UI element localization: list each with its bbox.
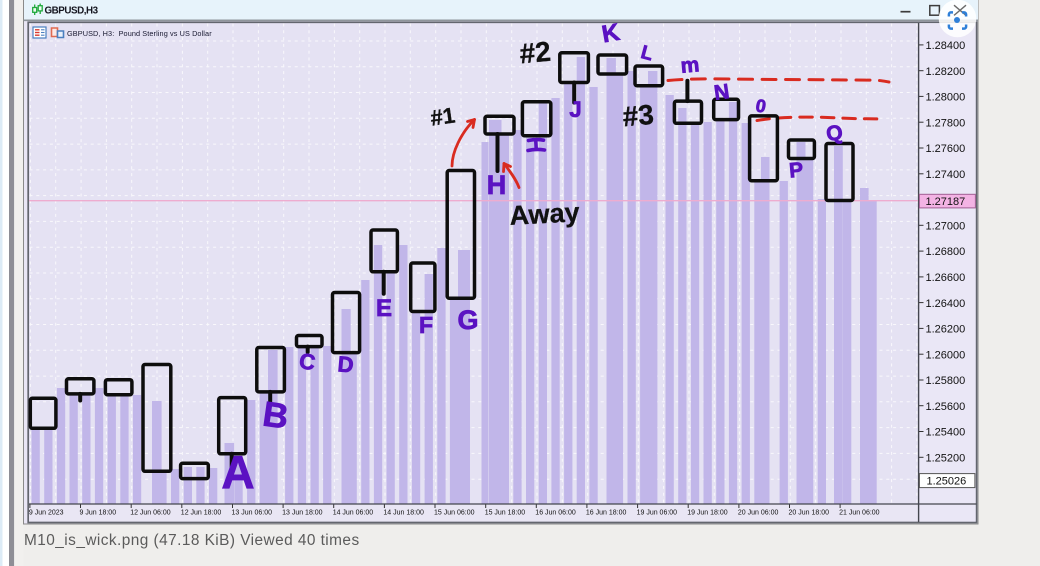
svg-text:20 Jun 06:00: 20 Jun 06:00 xyxy=(738,510,779,517)
svg-text:12 Jun 06:00: 12 Jun 06:00 xyxy=(130,510,171,517)
svg-text:F: F xyxy=(419,312,433,338)
svg-text:C: C xyxy=(297,348,317,375)
svg-text:1.25400: 1.25400 xyxy=(926,427,966,439)
svg-text:B: B xyxy=(260,395,290,437)
svg-text:13 Jun 06:00: 13 Jun 06:00 xyxy=(232,510,273,517)
svg-text:1.27187: 1.27187 xyxy=(926,196,966,208)
svg-text:1.27800: 1.27800 xyxy=(926,117,966,129)
svg-text:15 Jun 18:00: 15 Jun 18:00 xyxy=(485,510,526,517)
svg-text:M10_is_wick.png (47.18 KiB) Vi: M10_is_wick.png (47.18 KiB) Viewed 40 ti… xyxy=(24,532,360,549)
svg-text:Away: Away xyxy=(509,197,581,231)
svg-text:21 Jun 06:00: 21 Jun 06:00 xyxy=(839,510,880,517)
svg-text:A: A xyxy=(221,446,254,498)
svg-text:1.26400: 1.26400 xyxy=(926,298,966,310)
svg-text:9 Jun 18:00: 9 Jun 18:00 xyxy=(80,510,117,517)
svg-text:14 Jun 06:00: 14 Jun 06:00 xyxy=(333,510,374,517)
svg-text:GBPUSD, H3: Pound Sterling vs: GBPUSD, H3: Pound Sterling vs US Dollar xyxy=(67,29,212,38)
svg-text:K: K xyxy=(600,19,622,49)
svg-text:1.25200: 1.25200 xyxy=(926,452,966,464)
svg-text:D: D xyxy=(337,351,355,377)
svg-text:14 Jun 18:00: 14 Jun 18:00 xyxy=(383,510,424,517)
svg-text:#3: #3 xyxy=(621,99,655,133)
svg-text:Q: Q xyxy=(825,121,845,146)
svg-text:16 Jun 06:00: 16 Jun 06:00 xyxy=(535,510,576,517)
svg-text:P: P xyxy=(788,158,804,182)
svg-text:12 Jun 18:00: 12 Jun 18:00 xyxy=(181,510,222,517)
svg-text:1.25800: 1.25800 xyxy=(926,375,966,387)
svg-text:J: J xyxy=(569,97,581,122)
svg-text:1.25600: 1.25600 xyxy=(926,401,966,413)
svg-text:E: E xyxy=(376,295,392,322)
svg-text:1.25026: 1.25026 xyxy=(927,476,967,488)
svg-text:N: N xyxy=(713,80,731,105)
svg-text:1.26000: 1.26000 xyxy=(926,349,966,361)
svg-text:19 Jun 18:00: 19 Jun 18:00 xyxy=(687,510,728,517)
svg-text:1.27600: 1.27600 xyxy=(926,143,966,155)
svg-text:16 Jun 18:00: 16 Jun 18:00 xyxy=(586,510,627,517)
svg-text:#2: #2 xyxy=(518,36,552,70)
svg-text:H: H xyxy=(487,170,507,200)
svg-text:9 Jun 2023: 9 Jun 2023 xyxy=(29,510,64,517)
svg-text:m: m xyxy=(680,53,701,78)
svg-text:GBPUSD,H3: GBPUSD,H3 xyxy=(45,6,99,17)
svg-text:20 Jun 18:00: 20 Jun 18:00 xyxy=(789,510,830,517)
svg-text:1.27000: 1.27000 xyxy=(926,220,966,232)
svg-text:1.26600: 1.26600 xyxy=(926,272,966,284)
svg-text:13 Jun 18:00: 13 Jun 18:00 xyxy=(282,510,323,517)
svg-text:0: 0 xyxy=(754,95,767,116)
svg-text:G: G xyxy=(457,305,478,335)
svg-text:1.26800: 1.26800 xyxy=(926,246,966,258)
svg-text:1.28400: 1.28400 xyxy=(926,40,966,52)
svg-text:1.28200: 1.28200 xyxy=(926,66,966,78)
svg-text:19 Jun 06:00: 19 Jun 06:00 xyxy=(637,510,678,517)
svg-text:1.28000: 1.28000 xyxy=(926,92,966,104)
svg-text:1.26200: 1.26200 xyxy=(926,324,966,336)
svg-text:15 Jun 06:00: 15 Jun 06:00 xyxy=(434,510,475,517)
svg-text:#1: #1 xyxy=(429,102,457,130)
svg-text:1.27400: 1.27400 xyxy=(926,169,966,181)
